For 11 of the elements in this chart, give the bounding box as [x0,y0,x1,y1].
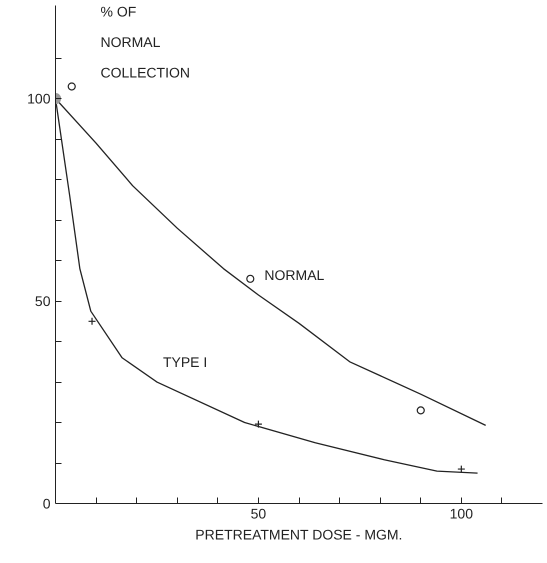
x-axis-title: PRETREATMENT DOSE - MGM. [195,526,402,542]
series-label: TYPE I [162,354,208,370]
point [416,406,425,414]
y-axis-title: % OF NORMAL COLLECTION [100,4,190,80]
point [246,274,254,283]
y-tick-label: 100 [27,90,51,107]
point [68,82,76,91]
series-label: NORMAL [264,266,325,283]
point [88,317,96,326]
y-tick-label: 50 [34,293,51,310]
y-tick-label: 0 [42,496,51,512]
